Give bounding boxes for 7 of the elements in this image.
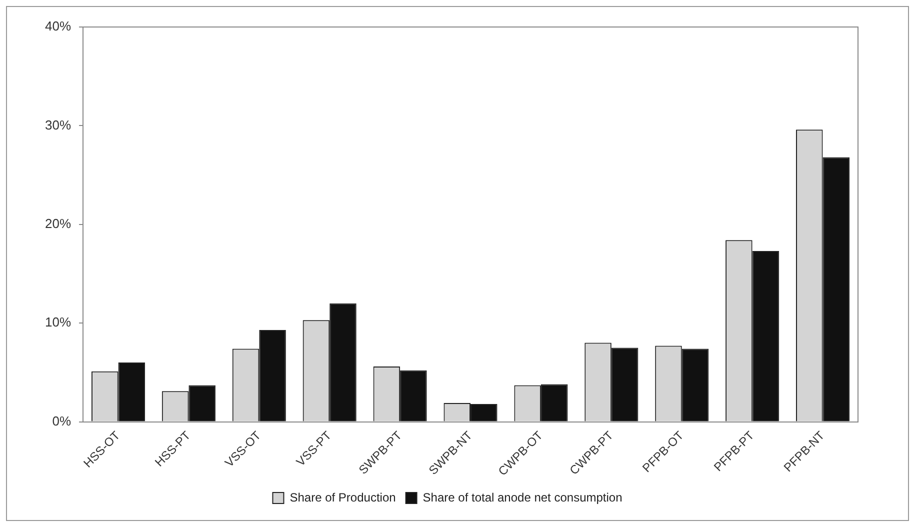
y-tick-label: 0% (52, 413, 72, 428)
y-tick-label: 40% (44, 18, 72, 34)
legend-label: Share of total anode net consumption (422, 490, 622, 504)
y-tick-label: 20% (44, 216, 72, 231)
legend-label: Share of Production (290, 490, 396, 504)
y-tick-label: 10% (44, 314, 72, 330)
y-tick-label: 30% (44, 117, 72, 132)
